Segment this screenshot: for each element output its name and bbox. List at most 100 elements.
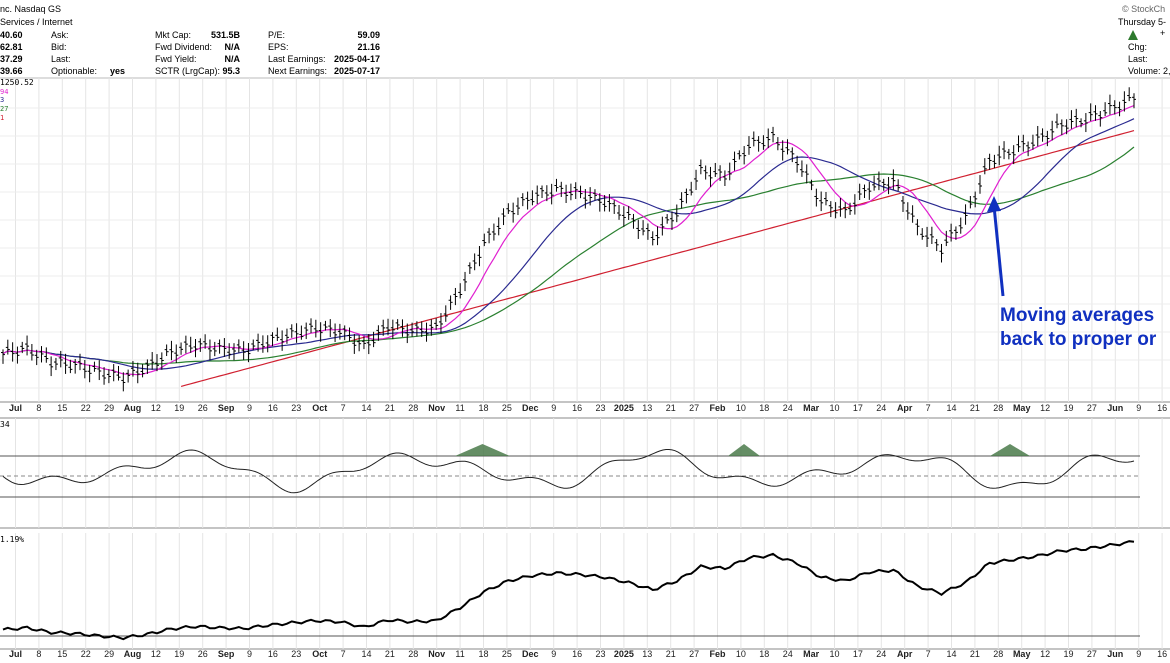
x-tick-label-bottom: Aug: [124, 649, 142, 659]
x-tick-label-top: 18: [759, 403, 769, 413]
x-tick-label-bottom: 9: [1136, 649, 1141, 659]
legend-ma1: 94: [0, 88, 9, 96]
x-tick-label-bottom: 24: [876, 649, 886, 659]
x-tick-label-bottom: Sep: [218, 649, 235, 659]
callout-line2: back to proper or: [1000, 329, 1157, 350]
watermark: © StockCh: [1122, 4, 1166, 14]
chg-label: Chg:: [1128, 42, 1148, 52]
x-tick-label-bottom: 9: [247, 649, 252, 659]
x-tick-label-bottom: 15: [57, 649, 67, 659]
x-tick-label-top: 15: [57, 403, 67, 413]
x-tick-label-top: 21: [970, 403, 980, 413]
x-tick-label-bottom: Jun: [1107, 649, 1123, 659]
x-tick-label-top: 16: [268, 403, 278, 413]
last-earnings-label: Last Earnings:: [268, 54, 326, 64]
callout-line1: Moving averages: [1000, 305, 1155, 326]
x-tick-label-bottom: 21: [666, 649, 676, 659]
x-tick-label-top: 7: [341, 403, 346, 413]
x-tick-label-top: 27: [689, 403, 699, 413]
value-low: 37.29: [0, 54, 23, 64]
x-tick-label-bottom: Feb: [709, 649, 726, 659]
last-label: Last:: [51, 54, 71, 64]
legend-ma4: 1: [0, 114, 5, 122]
x-tick-label-top: 12: [1040, 403, 1050, 413]
x-tick-label-top: 2025: [614, 403, 634, 413]
date-label: Thursday 5-: [1118, 17, 1167, 27]
fwd-yield-label: Fwd Yield:: [155, 54, 197, 64]
oscillator-overbought-fill: [990, 444, 1030, 456]
x-tick-label-bottom: 8: [36, 649, 41, 659]
mkt-cap-value: 531.5B: [210, 30, 240, 40]
next-earnings-value: 2025-07-17: [333, 66, 380, 76]
ma2-line: [2, 118, 1135, 370]
x-tick-label-bottom: 13: [642, 649, 652, 659]
x-tick-label-top: 21: [666, 403, 676, 413]
value-open: 40.60: [0, 30, 23, 40]
pe-label: P/E:: [268, 30, 286, 40]
x-tick-label-bottom: 9: [551, 649, 556, 659]
x-tick-label-top: 10: [736, 403, 746, 413]
legend-ma3: 27: [0, 105, 9, 113]
x-tick-label-top: 12: [151, 403, 161, 413]
x-tick-label-bottom: 29: [104, 649, 114, 659]
performance-line: [2, 540, 1135, 641]
value-close: 39.66: [0, 66, 23, 76]
volume-label: Volume: 2,: [1128, 66, 1170, 76]
value-high: 62.81: [0, 42, 23, 52]
x-tick-label-top: 9: [551, 403, 556, 413]
x-tick-label-top: Sep: [218, 403, 235, 413]
x-tick-label-bottom: 16: [572, 649, 582, 659]
fwd-dividend-label: Fwd Dividend:: [155, 42, 213, 52]
x-tick-label-bottom: Nov: [428, 649, 445, 659]
x-tick-label-top: 24: [876, 403, 886, 413]
x-tick-label-bottom: 18: [478, 649, 488, 659]
x-tick-label-top: 23: [595, 403, 605, 413]
bid-label: Bid:: [51, 42, 67, 52]
callout-arrow-head: [987, 196, 1001, 212]
x-tick-label-top: 24: [783, 403, 793, 413]
x-tick-label-bottom: 14: [946, 649, 956, 659]
x-tick-label-bottom: 16: [268, 649, 278, 659]
x-tick-label-bottom: 10: [829, 649, 839, 659]
x-tick-label-top: 17: [853, 403, 863, 413]
x-tick-label-bottom: 7: [926, 649, 931, 659]
x-tick-label-bottom: Mar: [803, 649, 820, 659]
pe-value: 59.09: [357, 30, 380, 40]
x-tick-label-bottom: 14: [361, 649, 371, 659]
x-tick-label-bottom: 12: [151, 649, 161, 659]
x-tick-label-top: 19: [174, 403, 184, 413]
legend-ma2: 3: [0, 96, 5, 104]
x-tick-label-top: Jun: [1107, 403, 1123, 413]
x-tick-label-top: 23: [291, 403, 301, 413]
x-tick-label-top: Apr: [897, 403, 913, 413]
x-tick-label-bottom: Dec: [522, 649, 539, 659]
x-tick-label-bottom: 24: [783, 649, 793, 659]
x-tick-label-top: Oct: [312, 403, 327, 413]
oscillator-overbought-fill: [455, 444, 510, 456]
x-tick-label-top: 14: [946, 403, 956, 413]
x-tick-label-top: Aug: [124, 403, 142, 413]
oscillator-label: 34: [0, 420, 10, 429]
x-tick-label-bottom: 11: [455, 649, 464, 659]
x-tick-label-bottom: 16: [1157, 649, 1167, 659]
ask-label: Ask:: [51, 30, 69, 40]
x-tick-label-top: 27: [1087, 403, 1097, 413]
fwd-dividend-value: N/A: [224, 42, 241, 52]
legend-price: 1250.52: [0, 78, 34, 87]
oscillator-line: [2, 449, 1135, 494]
x-tick-label-top: 16: [572, 403, 582, 413]
x-tick-label-top: Feb: [709, 403, 726, 413]
x-tick-label-top: 28: [408, 403, 418, 413]
x-tick-label-bottom: 25: [502, 649, 512, 659]
ma3-line: [2, 146, 1135, 365]
x-tick-label-top: Mar: [803, 403, 820, 413]
x-tick-label-bottom: 21: [970, 649, 980, 659]
x-tick-label-top: 28: [993, 403, 1003, 413]
sector-label: Services / Internet: [0, 17, 73, 27]
optionable-label: Optionable:: [51, 66, 98, 76]
x-tick-label-top: 14: [361, 403, 371, 413]
x-tick-label-top: 8: [36, 403, 41, 413]
x-tick-label-bottom: 21: [385, 649, 395, 659]
x-tick-label-top: 26: [198, 403, 208, 413]
x-tick-label-top: 21: [385, 403, 395, 413]
